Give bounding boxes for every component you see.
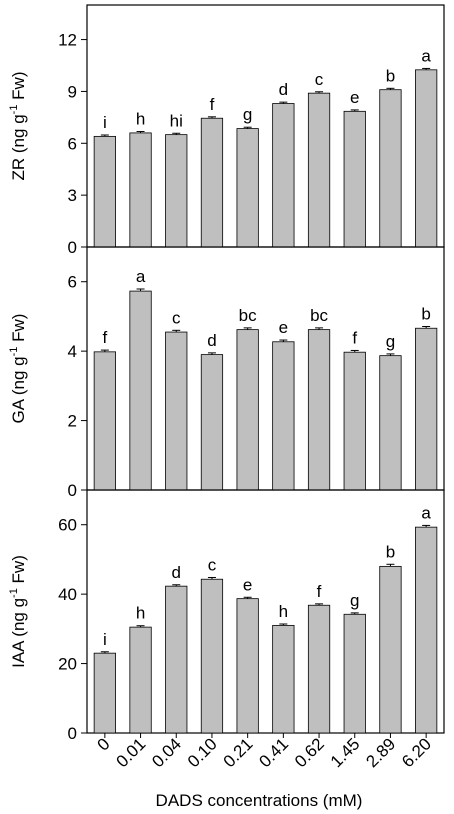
panel-frame — [86, 489, 445, 734]
bar — [307, 329, 331, 491]
x-tick-label: 0.21 — [220, 734, 257, 771]
bar — [343, 110, 366, 248]
bar — [415, 327, 438, 491]
bar — [307, 604, 331, 734]
x-tick-label: 0 — [94, 734, 114, 754]
y-tick-label: 20 — [58, 655, 77, 674]
x-tick-label: 2.89 — [362, 734, 399, 771]
significance-letter: g — [386, 332, 395, 351]
y-tick-label: 60 — [58, 516, 77, 535]
significance-letter: g — [350, 591, 359, 610]
bar — [165, 134, 188, 248]
y-tick-label: 12 — [58, 31, 77, 50]
significance-letter: c — [208, 555, 217, 574]
significance-letter: bc — [310, 306, 328, 325]
significance-letter: b — [386, 542, 395, 561]
x-tick-label: 1.45 — [327, 734, 364, 771]
bar — [379, 355, 402, 491]
y-tick-label: 4 — [68, 342, 77, 361]
bar — [129, 290, 152, 491]
bar — [236, 329, 259, 491]
bar — [129, 132, 152, 248]
significance-letter: h — [136, 604, 145, 623]
bar — [272, 624, 295, 734]
y-tick-label: 3 — [68, 186, 77, 205]
significance-letter: d — [279, 80, 288, 99]
significance-letter: f — [210, 95, 215, 114]
significance-letter: b — [421, 304, 430, 323]
bar — [379, 565, 402, 734]
significance-letter: f — [352, 328, 357, 347]
bar — [343, 351, 366, 491]
significance-letter: e — [279, 318, 288, 337]
y-tick-label: 6 — [68, 273, 77, 292]
bar — [415, 526, 438, 734]
bar — [200, 117, 224, 248]
significance-letter: b — [386, 66, 395, 85]
significance-letter: d — [172, 563, 181, 582]
y-tick-label: 0 — [68, 724, 77, 743]
x-axis-title: DADS concentrations (mM) — [156, 791, 363, 810]
bar — [307, 92, 331, 248]
significance-letter: f — [102, 328, 107, 347]
bar — [415, 69, 438, 248]
significance-letter: i — [103, 113, 107, 132]
y-axis-title: GA (ng g-1 Fw) — [8, 314, 28, 424]
panel-ga: 0 2 4 6 GA (ng g-1 Fw) f a c d bc e bc f g b — [8, 246, 445, 500]
bar — [129, 626, 152, 734]
bar — [236, 598, 259, 734]
significance-letter: c — [172, 308, 181, 327]
bar — [200, 578, 224, 734]
bar — [343, 613, 366, 734]
x-tick-label: 6.20 — [398, 734, 435, 771]
y-tick-label: 6 — [68, 134, 77, 153]
bar — [236, 128, 259, 248]
panel-iaa: 0 20 40 60 IAA (ng g-1 Fw) i h d c e h f g b a — [8, 489, 445, 743]
x-tick-label: 0.01 — [113, 734, 150, 771]
bar — [165, 331, 188, 491]
x-tick-label: 0.04 — [148, 734, 185, 771]
bar — [272, 103, 295, 248]
significance-letter: a — [136, 267, 146, 286]
y-tick-label: 0 — [68, 238, 77, 257]
y-axis-title: IAA (ng g-1 Fw) — [8, 555, 28, 668]
significance-letter: c — [315, 70, 324, 89]
significance-letter: bc — [239, 306, 257, 325]
significance-letter: i — [103, 630, 107, 649]
x-tick-label: 0.41 — [255, 734, 292, 771]
x-tick-label: 0.62 — [291, 734, 328, 771]
y-tick-label: 40 — [58, 585, 77, 604]
y-tick-label: 0 — [68, 481, 77, 500]
significance-letter: a — [421, 46, 431, 65]
bar — [272, 341, 295, 491]
x-tick-label: 0.10 — [184, 734, 221, 771]
significance-letter: e — [350, 88, 359, 107]
significance-letter: f — [317, 582, 322, 601]
significance-letter: e — [243, 575, 252, 594]
significance-letter: a — [421, 503, 431, 522]
bar — [200, 354, 224, 491]
x-category-labels: 00.010.040.100.210.410.621.452.896.20 — [94, 733, 435, 771]
bar — [93, 135, 116, 248]
bar — [165, 585, 188, 734]
significance-letter: h — [136, 110, 145, 129]
significance-letter: h — [279, 602, 288, 621]
bar — [379, 89, 402, 248]
bar — [93, 652, 116, 734]
bar — [93, 351, 116, 491]
y-axis-title: ZR (ng g-1 Fw) — [8, 72, 28, 181]
y-tick-label: 2 — [68, 412, 77, 431]
significance-letter: d — [207, 331, 216, 350]
y-tick-label: 9 — [68, 82, 77, 101]
panel-zr: 0 3 6 9 12 ZR (ng g-1 Fw) i h hi f g d c e b a — [8, 4, 445, 257]
significance-letter: hi — [170, 111, 183, 130]
significance-letter: g — [243, 105, 252, 124]
